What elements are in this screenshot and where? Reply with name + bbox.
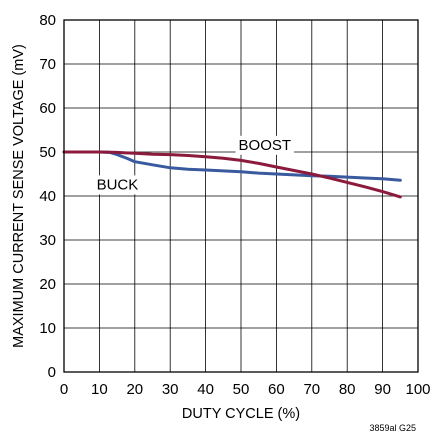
y-tick-label: 0 xyxy=(48,364,56,381)
y-tick-label: 20 xyxy=(39,276,56,293)
x-tick-label: 60 xyxy=(268,381,285,398)
x-axis-title: DUTY CYCLE (%) xyxy=(182,406,300,422)
x-tick-label: 80 xyxy=(339,381,356,398)
x-tick-label: 20 xyxy=(126,381,143,398)
figure-id: 3859al G25 xyxy=(369,423,416,433)
boost-label-background xyxy=(235,135,295,155)
grid xyxy=(64,20,418,372)
x-axis-ticks: 0 10 20 30 40 50 60 70 80 90 100 xyxy=(60,381,430,398)
x-tick-label: 50 xyxy=(233,381,250,398)
y-tick-label: 80 xyxy=(39,12,56,29)
y-axis-ticks: 0 10 20 30 40 50 60 70 80 xyxy=(39,12,56,381)
y-tick-label: 50 xyxy=(39,144,56,161)
x-tick-label: 10 xyxy=(91,381,108,398)
y-tick-label: 10 xyxy=(39,320,56,337)
buck-label-background xyxy=(93,175,142,195)
y-tick-label: 60 xyxy=(39,100,56,117)
x-tick-label: 40 xyxy=(197,381,214,398)
plot-frame xyxy=(63,19,419,373)
x-tick-label: 0 xyxy=(60,381,68,398)
series-line-boost xyxy=(62,150,402,199)
y-axis-title: MAXIMUM CURRENT SENSE VOLTAGE (mV) xyxy=(11,44,27,348)
buck-series-label: BUCK xyxy=(97,176,139,193)
boost-series-label: BOOST xyxy=(239,137,292,154)
x-tick-label: 30 xyxy=(162,381,179,398)
series-lines xyxy=(62,150,402,199)
y-tick-label: 40 xyxy=(39,188,56,205)
y-tick-label: 30 xyxy=(39,232,56,249)
y-tick-label: 70 xyxy=(39,56,56,73)
x-tick-label: 90 xyxy=(374,381,391,398)
x-tick-label: 100 xyxy=(405,381,430,398)
x-tick-label: 70 xyxy=(303,381,320,398)
